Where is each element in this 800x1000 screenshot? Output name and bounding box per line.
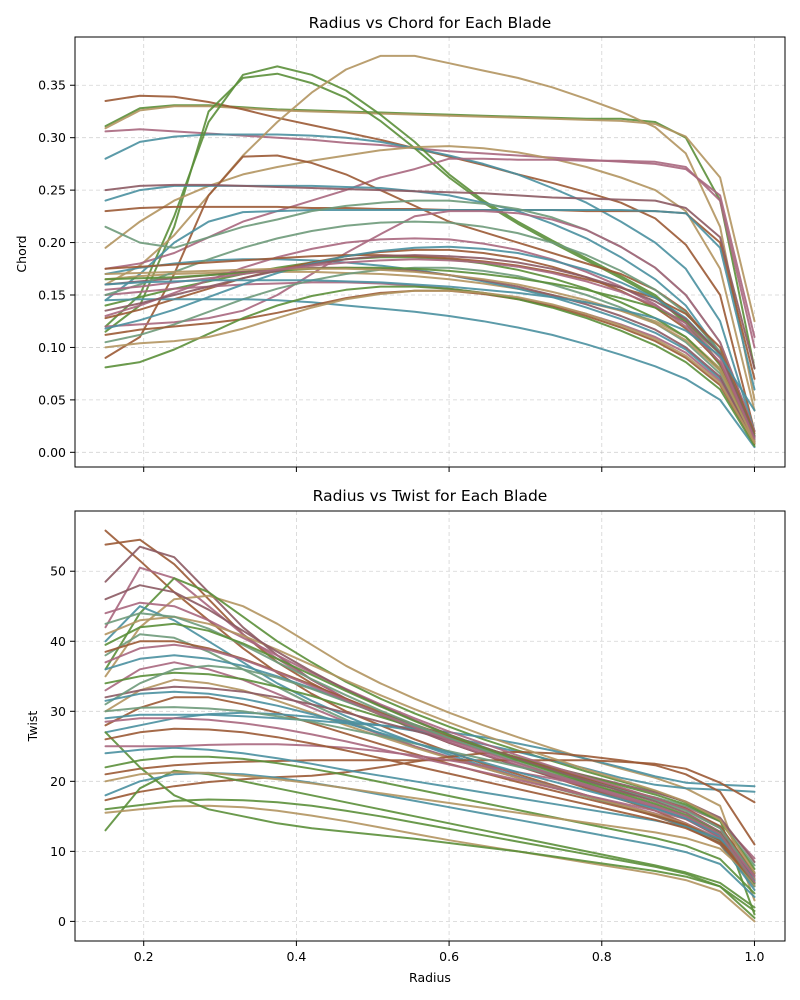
twist-x-axis-label: Radius xyxy=(409,970,451,985)
twist-y-tick-label: 40 xyxy=(50,634,66,649)
chord-series-line-35 xyxy=(104,267,756,442)
chord-series-line-17 xyxy=(104,210,756,433)
twist-ticks: 0.2 0.4 0.6 0.8 1.0 0 10 20 30 40 50 xyxy=(50,564,764,964)
twist-series-line-19 xyxy=(104,731,756,912)
chord-series-line-5 xyxy=(104,133,756,433)
twist-series-group xyxy=(104,529,756,923)
twist-panel: Radius vs Twist for Each Blade Twist Rad… xyxy=(25,487,786,985)
chord-series-line-15 xyxy=(104,209,756,391)
twist-series-line-28 xyxy=(104,615,756,874)
chord-series-line-28 xyxy=(104,289,756,444)
twist-series-line-23 xyxy=(104,685,756,863)
twist-series-line-10 xyxy=(104,678,756,886)
twist-plot-frame xyxy=(74,510,786,942)
twist-y-tick-label: 20 xyxy=(50,774,66,789)
twist-x-tick-label: 0.2 xyxy=(134,949,154,964)
chord-ticks: 0.00 0.05 0.10 0.15 0.20 0.25 0.30 0.35 xyxy=(38,78,755,472)
chord-chart-title: Radius vs Chord for Each Blade xyxy=(309,14,552,32)
chord-y-tick-label: 0.30 xyxy=(38,130,66,145)
chord-series-line-9 xyxy=(104,145,756,412)
twist-x-tick-label: 0.4 xyxy=(286,949,306,964)
twist-series-line-20 xyxy=(104,746,756,874)
chord-y-tick-label: 0.10 xyxy=(38,340,66,355)
twist-series-line-38 xyxy=(104,622,756,884)
chord-series-line-37 xyxy=(104,279,756,412)
chord-y-tick-label: 0.05 xyxy=(38,392,66,407)
twist-series-line-17 xyxy=(104,798,756,919)
twist-x-tick-label: 1.0 xyxy=(745,949,765,964)
chord-y-axis-label: Chord xyxy=(14,235,29,272)
twist-series-line-37 xyxy=(104,690,756,882)
twist-y-tick-label: 10 xyxy=(50,844,66,859)
twist-series-line-18 xyxy=(104,804,756,923)
twist-series-line-31 xyxy=(104,755,756,895)
twist-chart-title: Radius vs Twist for Each Blade xyxy=(313,487,548,505)
chord-y-tick-label: 0.15 xyxy=(38,288,66,303)
chord-series-line-34 xyxy=(104,254,756,438)
twist-y-tick-label: 0 xyxy=(58,914,66,929)
chord-series-line-6 xyxy=(104,65,756,443)
chord-series-line-18 xyxy=(104,270,756,438)
twist-series-line-39 xyxy=(104,643,756,884)
chord-y-tick-label: 0.35 xyxy=(38,78,66,93)
twist-x-tick-label: 0.8 xyxy=(592,949,612,964)
chord-series-line-25 xyxy=(104,298,756,449)
chord-plot-frame xyxy=(74,36,786,468)
chord-y-tick-label: 0.25 xyxy=(38,183,66,198)
chord-series-line-32 xyxy=(104,245,756,438)
twist-y-tick-label: 30 xyxy=(50,704,66,719)
twist-series-line-35 xyxy=(104,727,756,884)
twist-series-line-15 xyxy=(104,750,756,846)
twist-x-tick-label: 0.6 xyxy=(439,949,459,964)
chord-series-line-7 xyxy=(104,72,756,445)
chord-y-tick-label: 0.00 xyxy=(38,445,66,460)
twist-y-axis-label: Twist xyxy=(25,711,40,743)
twist-series-line-34 xyxy=(104,717,756,877)
chord-series-line-27 xyxy=(104,285,756,447)
twist-series-line-16 xyxy=(104,769,756,909)
chord-series-group xyxy=(104,54,756,449)
chord-y-tick-label: 0.20 xyxy=(38,235,66,250)
chord-series-line-30 xyxy=(104,220,756,437)
twist-series-line-27 xyxy=(104,601,756,881)
chord-series-line-36 xyxy=(104,258,756,440)
chord-series-line-33 xyxy=(104,266,756,437)
chord-panel: Radius vs Chord for Each Blade Chord 0.0… xyxy=(14,14,786,472)
twist-y-tick-label: 50 xyxy=(50,564,66,579)
chord-series-line-13 xyxy=(104,183,756,370)
twist-series-line-33 xyxy=(104,771,756,881)
